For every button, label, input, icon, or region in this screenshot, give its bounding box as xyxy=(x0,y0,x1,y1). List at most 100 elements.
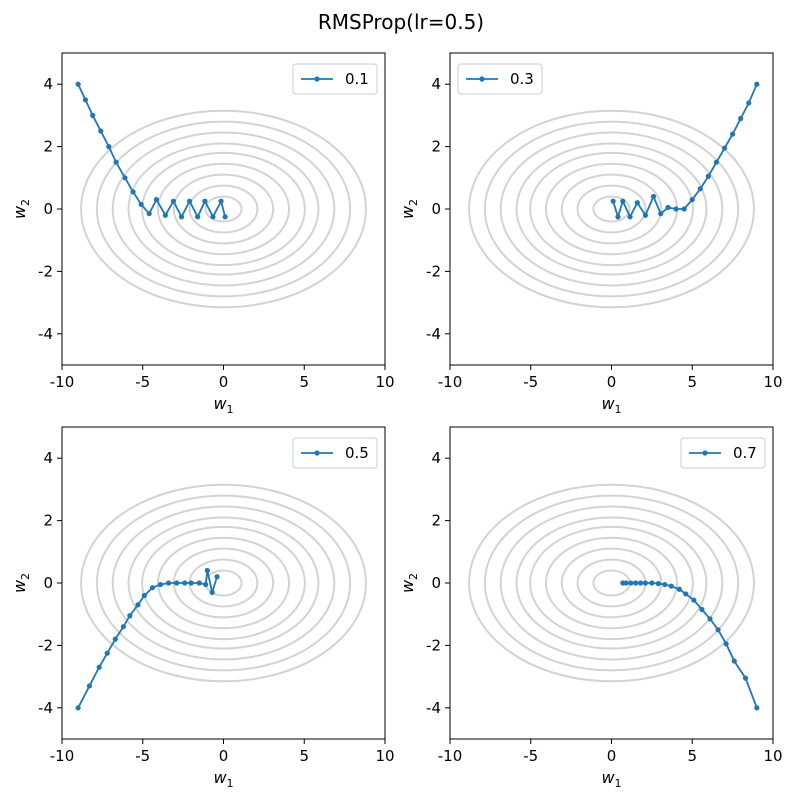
data-point xyxy=(731,658,737,664)
contour-group xyxy=(468,483,755,683)
data-point xyxy=(138,201,144,207)
legend-marker xyxy=(702,450,708,456)
contour-ellipse xyxy=(515,516,708,650)
x-tick-label: -5 xyxy=(523,747,538,765)
data-point xyxy=(668,583,674,589)
contour-ellipse xyxy=(576,184,647,234)
contour-ellipse xyxy=(515,142,708,276)
contour-ellipse xyxy=(544,536,679,630)
data-point xyxy=(705,173,712,179)
contour-ellipse xyxy=(80,109,367,309)
y-tick-label: 2 xyxy=(431,512,441,530)
contour-ellipse xyxy=(560,173,663,245)
x-tick-label: 0 xyxy=(219,747,229,765)
data-point xyxy=(157,581,164,588)
legend-label: 0.3 xyxy=(510,70,534,88)
x-tick-label: 5 xyxy=(299,747,309,765)
data-point xyxy=(627,214,633,220)
legend-box xyxy=(292,437,378,469)
x-axis-label-sub: 1 xyxy=(227,777,234,790)
data-point xyxy=(746,100,752,106)
y-tick-label: 4 xyxy=(431,75,441,93)
data-point xyxy=(153,197,160,203)
contour-group xyxy=(80,483,367,683)
x-tick-label: 10 xyxy=(375,373,394,391)
legend: 0.7 xyxy=(680,437,766,469)
data-point xyxy=(82,97,89,103)
x-tick-label: -10 xyxy=(50,373,75,391)
data-point xyxy=(165,580,172,586)
data-point xyxy=(186,198,193,204)
data-point xyxy=(96,664,102,670)
contour-ellipse xyxy=(188,184,259,234)
y-tick-label: -2 xyxy=(426,636,441,654)
contour-ellipse xyxy=(127,142,320,276)
x-tick-label: 0 xyxy=(607,373,617,391)
data-point xyxy=(75,705,81,711)
data-point xyxy=(149,585,156,591)
y-tick-label: 2 xyxy=(431,138,441,156)
y-tick-label: 4 xyxy=(43,449,53,467)
data-point xyxy=(222,214,228,220)
data-point xyxy=(754,705,760,711)
y-tick-label: -4 xyxy=(426,325,441,343)
data-point xyxy=(203,581,209,588)
data-point xyxy=(665,204,671,211)
y-axis-label-sub: 2 xyxy=(407,199,420,206)
subplot-3: -10 -5 0 5 10 -4 -2 0 2 4 w1 w2 0.5 xyxy=(10,426,395,790)
contour-ellipse xyxy=(499,131,724,287)
y-axis-label: w2 xyxy=(398,199,420,219)
contour-ellipse xyxy=(468,483,755,683)
data-point xyxy=(754,81,760,87)
data-point xyxy=(721,145,728,151)
data-point xyxy=(738,115,744,122)
x-tick-label: 5 xyxy=(687,373,697,391)
data-point xyxy=(122,175,128,181)
x-tick-label: 10 xyxy=(763,747,782,765)
data-point xyxy=(689,197,695,203)
contour-group xyxy=(80,109,367,309)
legend-box xyxy=(292,63,378,95)
y-tick-label: -4 xyxy=(38,325,53,343)
data-point xyxy=(104,650,110,656)
legend: 0.1 xyxy=(292,63,378,95)
x-axis-label: w1 xyxy=(601,768,621,790)
x-axis-label: w1 xyxy=(213,768,233,790)
y-tick-label: -2 xyxy=(426,262,441,280)
data-point xyxy=(699,606,705,613)
axes-frame xyxy=(61,426,386,740)
y-axis-label-sub: 2 xyxy=(19,199,32,206)
contour-ellipse xyxy=(127,516,320,650)
data-point xyxy=(683,591,689,597)
data-point xyxy=(178,214,185,220)
data-point xyxy=(130,189,136,195)
x-axis-label: w1 xyxy=(213,394,233,416)
contour-ellipse xyxy=(156,162,291,256)
contour-ellipse xyxy=(529,525,694,641)
y-axis-label: w2 xyxy=(10,573,32,593)
y-tick-label: -2 xyxy=(38,636,53,654)
y-tick-label: 0 xyxy=(431,200,441,218)
data-point xyxy=(170,198,177,204)
data-point xyxy=(620,198,626,204)
subplot-4: -10 -5 0 5 10 -4 -2 0 2 4 w1 w2 0.7 xyxy=(398,426,783,790)
data-point xyxy=(681,206,687,212)
data-point xyxy=(730,131,736,137)
series-line xyxy=(77,83,226,219)
data-point xyxy=(715,627,721,633)
y-tick-label: 4 xyxy=(43,75,53,93)
legend-marker xyxy=(479,76,485,82)
x-tick-label: 0 xyxy=(219,373,229,391)
subplot-2: -10 -5 0 5 10 -4 -2 0 2 4 w1 w2 0.3 xyxy=(398,52,783,416)
x-tick-label: -5 xyxy=(135,373,150,391)
x-tick-label: -5 xyxy=(523,373,538,391)
x-tick-label: -10 xyxy=(438,747,463,765)
subplot-1: -10 -5 0 5 10 -4 -2 0 2 4 w1 w2 0.1 xyxy=(10,52,395,416)
data-point xyxy=(723,641,729,647)
contour-ellipse xyxy=(529,151,694,267)
data-point xyxy=(742,675,749,681)
contour-ellipse xyxy=(544,162,679,256)
data-point xyxy=(196,580,202,586)
data-point xyxy=(135,602,141,608)
